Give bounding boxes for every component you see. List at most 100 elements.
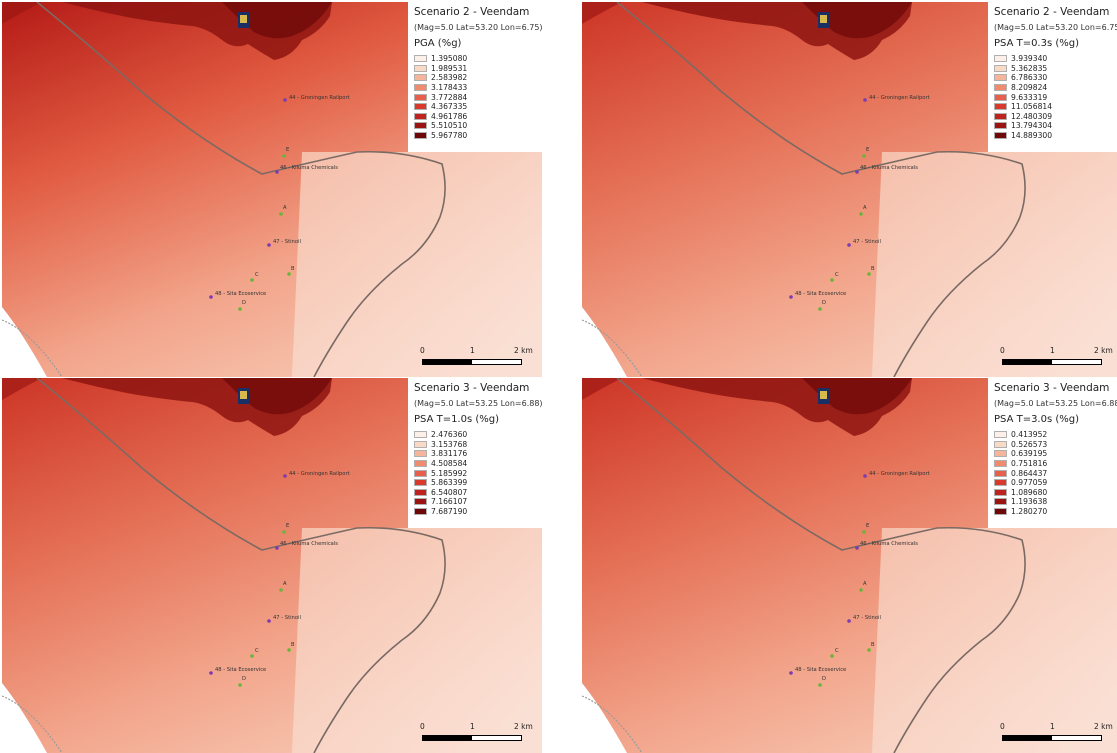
site-dot xyxy=(867,272,871,276)
legend-entry: 1.395080 xyxy=(414,54,467,64)
legend-entry: 4.961786 xyxy=(414,112,467,122)
map-panel: 44 - Groningen Railport E 46 - Kiluma Chem… xyxy=(582,2,1117,377)
site-dot xyxy=(862,530,866,534)
site-marker[interactable]: C xyxy=(830,272,839,282)
site-marker[interactable]: 48 - Sita Ecoservice xyxy=(209,667,266,675)
site-label: D xyxy=(822,676,826,682)
site-marker[interactable]: E xyxy=(862,523,869,534)
site-marker[interactable]: 48 - Sita Ecoservice xyxy=(209,291,266,299)
site-label: 48 - Sita Ecoservice xyxy=(795,667,846,673)
legend-value: 3.831176 xyxy=(431,449,468,459)
site-marker[interactable]: B xyxy=(867,642,875,652)
site-dot xyxy=(267,243,271,247)
legend-value: 1.989531 xyxy=(431,63,468,73)
legend-swatch xyxy=(994,112,1007,120)
region-boundary xyxy=(616,378,1026,753)
site-marker[interactable]: 48 - Sita Ecoservice xyxy=(789,667,846,675)
site-dot xyxy=(279,588,283,592)
site-marker[interactable]: B xyxy=(867,266,875,276)
legend-entry: 0.751816 xyxy=(994,459,1047,469)
site-marker[interactable]: A xyxy=(859,581,867,592)
scale-bar: 0 1 2 km xyxy=(416,346,538,376)
legend-value: 2.583982 xyxy=(431,73,468,83)
legend-value: 8.209824 xyxy=(1011,83,1048,93)
legend-value: 0.639195 xyxy=(1011,449,1048,459)
site-marker[interactable]: D xyxy=(238,300,246,311)
site-marker[interactable]: 46 - Kiluma Chemicals xyxy=(855,541,918,550)
site-label: 46 - Kiluma Chemicals xyxy=(860,165,918,171)
site-marker[interactable]: E xyxy=(282,523,289,534)
legend-value: 3.772884 xyxy=(431,92,468,102)
site-label: 44 - Groningen Railport xyxy=(289,471,350,477)
site-label: 46 - Kiluma Chemicals xyxy=(280,541,338,547)
site-marker[interactable]: 48 - Sita Ecoservice xyxy=(789,291,846,299)
site-marker[interactable]: C xyxy=(250,272,259,282)
site-marker[interactable]: C xyxy=(250,648,259,658)
legend-value: 5.510510 xyxy=(431,121,468,131)
site-dot xyxy=(287,648,291,652)
site-marker[interactable]: E xyxy=(282,147,289,158)
low-hazard-region xyxy=(872,528,1117,753)
site-marker[interactable]: A xyxy=(279,581,287,592)
scale-bar-graphic xyxy=(422,735,522,741)
legend-entry: 14.889300 xyxy=(994,131,1052,141)
legend-swatch xyxy=(994,450,1007,458)
legend-subtitle: (Mag=5.0 Lat=53.25 Lon=6.88) xyxy=(994,399,1117,408)
legend-value: 0.751816 xyxy=(1011,459,1048,469)
legend-value: 14.889300 xyxy=(1011,131,1053,141)
site-marker[interactable]: 44 - Groningen Railport xyxy=(283,95,350,102)
legend-value: 0.413952 xyxy=(1011,430,1048,440)
site-dot xyxy=(867,648,871,652)
site-dot xyxy=(250,654,254,658)
site-marker[interactable]: 47 - Stinoil xyxy=(267,615,301,623)
legend-value: 11.056814 xyxy=(1011,102,1053,112)
legend-value: 5.967780 xyxy=(431,131,468,141)
legend-entry: 4.508584 xyxy=(414,459,467,469)
site-marker[interactable]: 46 - Kiluma Chemicals xyxy=(275,165,338,174)
legend-value: 12.480309 xyxy=(1011,111,1053,121)
site-label: 47 - Stinoil xyxy=(273,615,301,621)
site-dot xyxy=(279,212,283,216)
site-dot xyxy=(863,98,867,102)
site-marker[interactable]: 44 - Groningen Railport xyxy=(283,471,350,478)
scale-label: 2 km xyxy=(514,346,533,355)
site-marker[interactable]: B xyxy=(287,642,295,652)
site-marker[interactable]: 47 - Stinoil xyxy=(847,239,881,247)
legend-entry: 3.153768 xyxy=(414,440,467,450)
site-label: E xyxy=(866,523,869,529)
site-marker[interactable]: 47 - Stinoil xyxy=(847,615,881,623)
site-marker[interactable]: A xyxy=(859,205,867,216)
site-marker[interactable]: D xyxy=(818,676,826,687)
site-marker[interactable]: E xyxy=(862,147,869,158)
site-dot xyxy=(287,272,291,276)
site-marker[interactable]: C xyxy=(830,648,839,658)
legend-value: 4.508584 xyxy=(431,459,468,469)
scale-label: 1 xyxy=(470,346,475,355)
legend-swatch xyxy=(994,93,1007,101)
legend-entry: 1.989531 xyxy=(414,64,467,74)
legend-swatch xyxy=(994,122,1007,130)
site-marker[interactable]: B xyxy=(287,266,295,276)
site-marker[interactable]: D xyxy=(818,300,826,311)
site-label: 48 - Sita Ecoservice xyxy=(215,667,266,673)
legend-entry: 1.089680 xyxy=(994,488,1047,498)
legend-swatch xyxy=(994,498,1007,506)
legend-swatch xyxy=(994,469,1007,477)
legend-value: 6.786330 xyxy=(1011,73,1048,83)
site-marker[interactable]: 44 - Groningen Railport xyxy=(863,95,930,102)
legend-entry: 0.864437 xyxy=(994,468,1047,478)
site-marker[interactable]: 44 - Groningen Railport xyxy=(863,471,930,478)
site-label: B xyxy=(291,642,295,648)
legend-swatch xyxy=(994,74,1007,82)
site-marker[interactable]: D xyxy=(238,676,246,687)
region-boundary xyxy=(616,2,1026,377)
site-marker[interactable]: A xyxy=(279,205,287,216)
legend-entry: 3.772884 xyxy=(414,92,467,102)
site-marker[interactable]: 46 - Kiluma Chemicals xyxy=(275,541,338,550)
site-marker[interactable]: 46 - Kiluma Chemicals xyxy=(855,165,918,174)
site-marker[interactable]: 47 - Stinoil xyxy=(267,239,301,247)
legend-entry: 5.185992 xyxy=(414,468,467,478)
site-label: 44 - Groningen Railport xyxy=(289,95,350,101)
legend-swatch xyxy=(414,74,427,82)
scale-label: 0 xyxy=(420,722,425,731)
